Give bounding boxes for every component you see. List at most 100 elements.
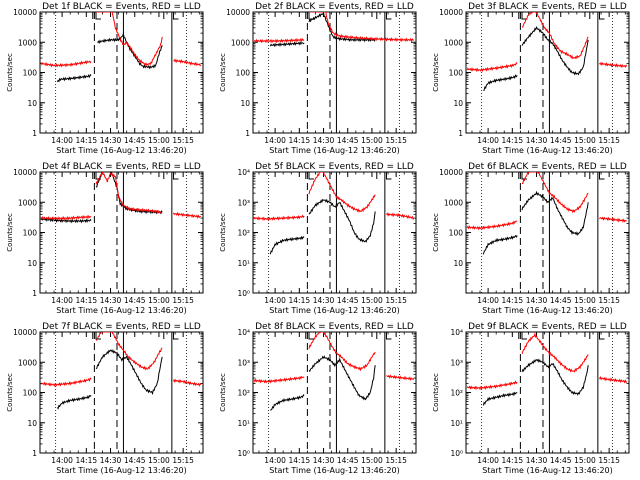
lld-series-line	[521, 12, 589, 60]
y-tick-label: 10¹	[237, 419, 250, 428]
x-axis-label: Start Time (16-Aug-12 13:46:20)	[269, 466, 400, 475]
y-axis-label: Counts/sec	[219, 53, 227, 92]
panel-title: Det 6f BLACK = Events, RED = LLD	[468, 162, 627, 172]
x-tick-label: 14:45	[337, 456, 359, 465]
lld-series-line	[599, 61, 628, 69]
y-tick-label: 10¹	[237, 259, 250, 268]
y-tick-label: 100	[449, 69, 464, 78]
panel-title: Det 4f BLACK = Events, RED = LLD	[42, 162, 201, 172]
x-tick-label: 15:15	[172, 296, 194, 305]
panel-title: Det 9f BLACK = Events, RED = LLD	[468, 322, 627, 332]
lld-series-line	[253, 37, 305, 44]
series-group	[253, 332, 415, 411]
y-tick-label: 10000	[439, 168, 463, 177]
y-axis-label: Counts/sec	[219, 373, 227, 412]
lld-series-line	[40, 214, 92, 221]
gap-marker	[305, 172, 315, 180]
lld-series-line	[173, 58, 202, 67]
x-tick-label: 14:00	[477, 296, 499, 305]
events-series-line	[308, 198, 376, 243]
panel-5: Det 5f BLACK = Events, RED = LLD Counts/s…	[219, 162, 417, 315]
events-series-line	[308, 12, 376, 43]
lld-series-line	[309, 12, 415, 43]
x-axis-label: Start Time (16-Aug-12 13:46:20)	[56, 466, 187, 475]
y-axis-label: Counts/sec	[219, 213, 227, 252]
y-tick-label: 10⁴	[237, 168, 250, 177]
y-tick-label: 100	[23, 389, 38, 398]
x-tick-label: 15:00	[148, 456, 170, 465]
events-series-line	[97, 31, 163, 70]
panel-3: Det 3f BLACK = Events, RED = LLD Counts/s…	[432, 2, 630, 155]
y-tick-label: 10	[27, 259, 37, 268]
y-tick-label: 1000	[444, 198, 463, 207]
x-tick-label: 14:00	[51, 136, 73, 145]
lld-series-line	[95, 332, 163, 371]
y-tick-label: 1000	[231, 38, 250, 47]
y-tick-label: 1	[32, 129, 37, 138]
x-tick-label: 14:45	[124, 456, 146, 465]
y-tick-label: 1000	[18, 198, 37, 207]
gap-marker	[589, 332, 605, 340]
x-tick-label: 15:15	[598, 456, 620, 465]
events-series-line	[483, 74, 518, 91]
gap-marker	[92, 332, 102, 340]
events-series-line	[269, 40, 305, 48]
x-tick-label: 14:45	[337, 296, 359, 305]
x-tick-label: 15:15	[172, 136, 194, 145]
y-tick-label: 100	[449, 229, 464, 238]
x-tick-label: 14:15	[76, 296, 98, 305]
x-axis-label: Start Time (16-Aug-12 13:46:20)	[482, 306, 613, 315]
panel-6: Det 6f BLACK = Events, RED = LLD Counts/s…	[432, 162, 630, 315]
y-tick-label: 100	[23, 229, 38, 238]
x-tick-label: 14:00	[51, 456, 73, 465]
panel-9: Det 9f BLACK = Events, RED = LLD Counts/s…	[432, 322, 630, 475]
x-tick-label: 14:45	[124, 296, 146, 305]
lld-series-line	[386, 374, 415, 381]
lld-series-line	[466, 380, 518, 391]
panel-4: Det 4f BLACK = Events, RED = LLD Counts/s…	[6, 162, 204, 315]
x-tick-label: 14:00	[477, 456, 499, 465]
panel-title: Det 1f BLACK = Events, RED = LLD	[42, 2, 201, 12]
x-tick-label: 14:15	[289, 296, 311, 305]
x-tick-label: 14:30	[100, 136, 122, 145]
lld-series-line	[308, 172, 376, 213]
series-group	[466, 172, 628, 255]
lld-series-line	[466, 220, 518, 231]
x-tick-label: 14:30	[526, 136, 548, 145]
y-tick-label: 10000	[13, 8, 37, 17]
y-tick-label: 10⁴	[237, 328, 250, 337]
events-series-line	[95, 349, 163, 396]
gap-marker	[163, 332, 179, 340]
x-tick-label: 15:15	[385, 136, 407, 145]
x-tick-label: 15:15	[598, 136, 620, 145]
series-group	[40, 332, 202, 410]
y-tick-label: 10	[27, 99, 37, 108]
gap-marker	[518, 332, 528, 340]
x-tick-label: 15:00	[574, 456, 596, 465]
lld-series-line	[95, 172, 163, 214]
x-tick-label: 15:15	[385, 456, 407, 465]
y-tick-label: 1	[245, 129, 250, 138]
y-tick-label: 10²	[450, 389, 463, 398]
y-axis-label: Counts/sec	[432, 213, 440, 252]
series-group	[40, 12, 202, 83]
y-axis-label: Counts/sec	[6, 213, 14, 252]
events-series-line	[269, 235, 305, 255]
y-tick-label: 10000	[13, 328, 37, 337]
x-tick-label: 15:00	[361, 456, 383, 465]
gap-marker	[518, 12, 528, 20]
gap-marker	[589, 12, 605, 20]
x-tick-label: 14:45	[337, 136, 359, 145]
y-tick-label: 10000	[226, 8, 250, 17]
x-tick-label: 15:00	[574, 136, 596, 145]
y-tick-label: 10	[27, 419, 37, 428]
series-group	[40, 172, 202, 224]
events-series-line	[521, 190, 589, 236]
y-tick-label: 10⁰	[450, 449, 463, 458]
gap-marker	[518, 172, 528, 180]
panel-title: Det 8f BLACK = Events, RED = LLD	[255, 322, 414, 332]
events-series-line	[521, 358, 589, 396]
y-tick-label: 10000	[13, 168, 37, 177]
panel-title: Det 3f BLACK = Events, RED = LLD	[468, 2, 627, 12]
x-tick-label: 14:30	[313, 136, 335, 145]
